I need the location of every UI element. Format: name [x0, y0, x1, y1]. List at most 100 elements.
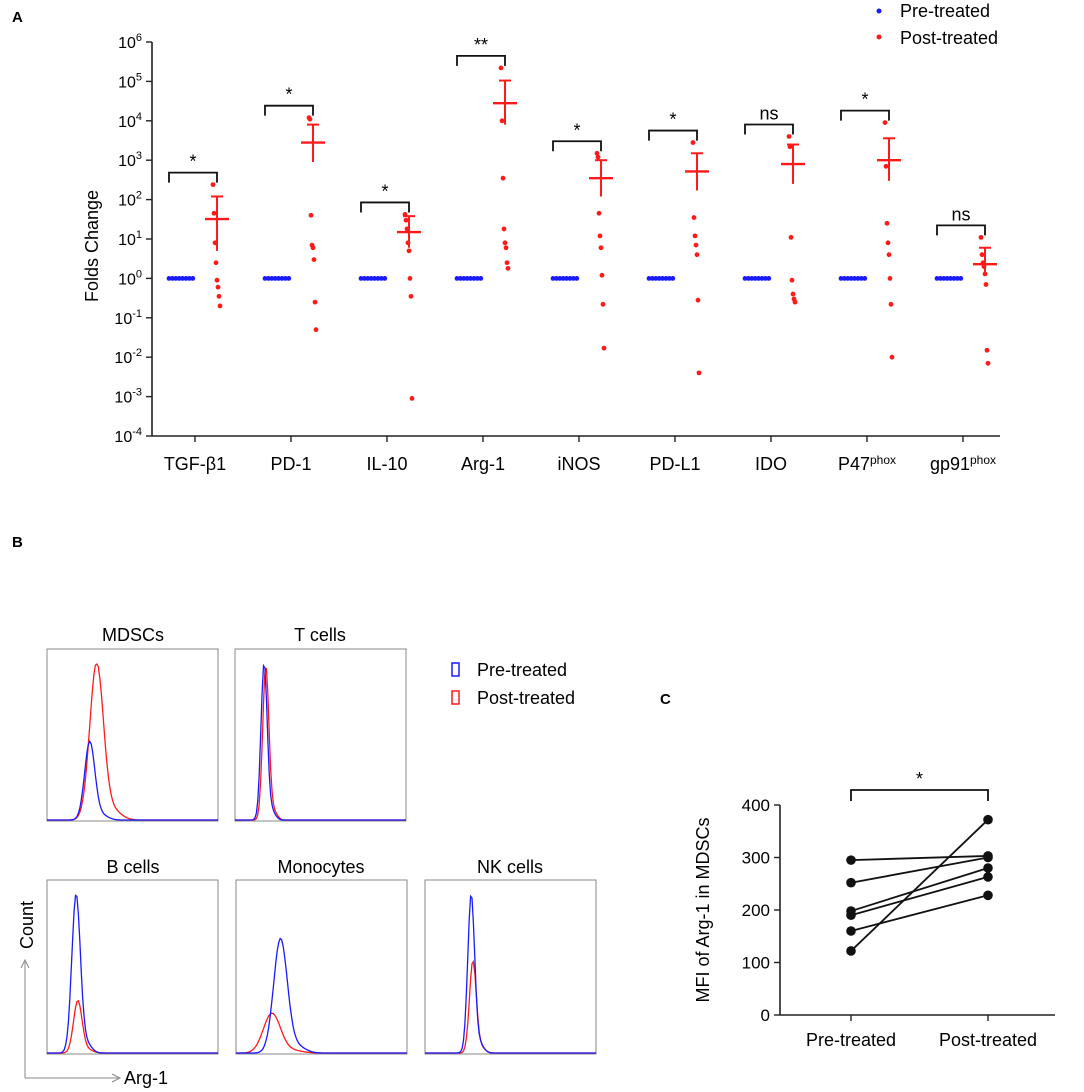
chart-a-sig-bracket — [744, 123, 794, 135]
histogram-pre-curve — [425, 894, 596, 1054]
chart-a-point-post — [985, 360, 991, 366]
chart-a-point-pre — [279, 276, 285, 281]
chart-a-point-post — [215, 284, 221, 290]
chart-a-ytick-label: 101 — [118, 229, 142, 249]
chart-a-sig-label: * — [189, 152, 196, 172]
chart-a-point-pre — [166, 276, 172, 281]
chart-a-point-pre — [938, 276, 943, 281]
chart-a-sig-bracket — [264, 104, 314, 116]
chart-a-point-post — [695, 297, 701, 303]
chart-a-point-pre — [763, 276, 768, 281]
chart-a-point-post — [211, 210, 217, 216]
chart-c-pair-line — [850, 894, 989, 932]
histogram-pre-curve — [236, 937, 407, 1054]
chart-a-point-pre — [464, 276, 470, 281]
chart-c-point-pre — [846, 877, 856, 888]
chart-a-point-pre — [560, 276, 566, 281]
histogram-frame — [424, 879, 597, 1055]
chart-a-sig-bracket — [648, 129, 698, 141]
histogram-frame — [234, 648, 407, 822]
panel-label-b: B — [12, 534, 23, 551]
chart-a-point-post — [788, 234, 794, 240]
chart-a-sig-bracket — [168, 171, 218, 183]
chart-a-sig-bracket — [456, 55, 506, 66]
chart-a-point-pre — [571, 276, 576, 281]
chart-a-point-pre — [951, 276, 957, 281]
chart-a-point-post — [599, 272, 605, 278]
chart-a-point-post — [594, 150, 600, 156]
chart-a-point-post — [501, 226, 507, 232]
chart-b-legend: Pre-treated Post-treated — [451, 660, 575, 708]
histogram-frame — [46, 879, 219, 1055]
chart-a-ytick-label: 10-4 — [114, 426, 142, 446]
chart-a-point-post — [979, 252, 985, 258]
chart-a-point-pre — [650, 276, 655, 281]
histogram-frame — [235, 879, 408, 1055]
chart-a-point-post — [308, 212, 314, 218]
chart-a-point-pre — [656, 276, 662, 281]
chart-a-point-pre — [190, 276, 196, 281]
chart-a-xtick-label: Arg-1 — [461, 454, 505, 474]
chart-a-point-pre — [286, 276, 292, 281]
chart-a-point-pre — [478, 276, 484, 281]
chart-a-ytick-label: 106 — [118, 32, 142, 52]
chart-a-legend: Pre-treated Post-treated — [876, 1, 998, 48]
chart-a-point-pre — [461, 276, 467, 281]
chart-c-point-pre — [846, 946, 856, 956]
chart-a-point-pre — [557, 276, 563, 281]
histogram-title: NK cells — [477, 857, 543, 877]
chart-c-ytick-label: 400 — [742, 796, 770, 815]
histogram-post-curve — [425, 959, 596, 1054]
chart-c-point-post — [983, 890, 993, 901]
chart-a-point-pre — [955, 276, 960, 281]
chart-a-point-post — [403, 217, 409, 223]
chart-c-point-pre — [846, 910, 856, 921]
chart-a-point-pre — [368, 276, 374, 281]
chart-a-point-post — [889, 354, 895, 360]
chart-a-point-post — [504, 260, 510, 266]
histogram-title: Monocytes — [277, 857, 364, 877]
histogram-post-curve — [47, 662, 218, 821]
chart-a-point-post — [500, 175, 506, 181]
chart-c-point-post — [983, 863, 993, 873]
chart-a-point-pre — [567, 276, 573, 281]
chart-a-point-pre — [663, 276, 669, 281]
chart-a-xtick-label: gp91phox — [930, 453, 996, 474]
histogram-title: MDSCs — [102, 625, 164, 645]
chart-a-point-pre — [948, 276, 953, 281]
chart-a-sig-bracket — [552, 140, 602, 152]
chart-a-point-pre — [859, 276, 864, 281]
histogram-pre-curve — [235, 663, 406, 821]
histogram-frame — [46, 648, 219, 822]
chart-a-point-post — [217, 303, 223, 309]
chart-b-xlabel: Arg-1 — [124, 1068, 168, 1088]
chart-a-point-pre — [852, 276, 857, 281]
chart-c-pair-line — [850, 819, 989, 952]
chart-c-ytick-label: 100 — [742, 954, 770, 973]
chart-a-point-pre — [283, 276, 288, 281]
chart-a-xtick-label: IDO — [755, 454, 787, 474]
chart-c-sig-bracket — [850, 789, 989, 801]
chart-c-ytick-label: 300 — [742, 849, 770, 868]
chart-a-point-post — [214, 277, 220, 283]
chart-a-xtick-label: iNOS — [557, 454, 600, 474]
chart-a-point-pre — [272, 276, 278, 281]
chart-a-point-post — [884, 220, 890, 226]
chart-c-pair-line — [850, 855, 989, 862]
chart-a-point-post — [213, 260, 219, 266]
chart-a-point-pre — [379, 276, 384, 281]
chart-a-ytick-label: 10-3 — [114, 387, 142, 407]
chart-a-point-post — [696, 370, 702, 376]
chart-a-sig-label: ns — [759, 103, 778, 123]
chart-a-point-post — [886, 252, 892, 258]
chart-a-point-post — [598, 245, 604, 251]
chart-a-point-pre — [564, 276, 569, 281]
chart-a-point-pre — [842, 276, 847, 281]
chart-a-point-post — [310, 245, 316, 251]
chart-a-point-post — [789, 277, 795, 283]
chart-a-ytick-label: 104 — [118, 111, 142, 131]
chart-a-point-post — [406, 248, 412, 254]
chart-a-sig-bracket — [840, 109, 890, 121]
chart-a-point-pre — [276, 276, 281, 281]
chart-a-xtick-label: P47phox — [838, 453, 896, 474]
